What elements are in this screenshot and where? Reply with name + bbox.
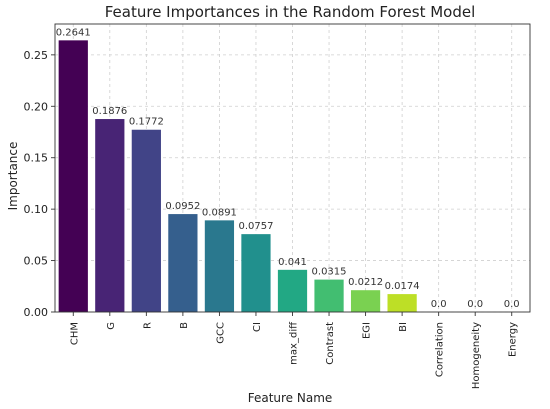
bar xyxy=(95,119,125,312)
x-axis: CHM G R B GCC CI max_diff Contrast EGI BI Correlat… xyxy=(69,312,519,389)
x-tick-label: Contrast xyxy=(325,322,336,365)
x-tick-label: Energy xyxy=(508,322,519,357)
data-label: 0.0212 xyxy=(348,277,383,288)
bars xyxy=(58,40,417,313)
data-label: 0.0891 xyxy=(202,207,237,218)
bar xyxy=(58,40,88,313)
x-tick-label: CI xyxy=(252,322,263,332)
bar xyxy=(277,269,308,312)
data-label: 0.0 xyxy=(431,299,447,310)
plot-frame xyxy=(54,23,531,313)
bar xyxy=(350,290,381,312)
data-label: 0.1876 xyxy=(92,106,127,117)
y-tick-label: 0.20 xyxy=(24,100,49,113)
data-label: 0.0 xyxy=(504,299,520,310)
x-axis-label: Feature Name xyxy=(248,391,333,405)
bar xyxy=(131,129,161,312)
bar xyxy=(314,279,344,312)
x-tick-label: EGI xyxy=(362,322,373,339)
x-tick-label: B xyxy=(179,322,190,329)
bar xyxy=(241,234,271,312)
bar xyxy=(204,220,235,312)
y-tick-label: 0.10 xyxy=(24,203,49,216)
y-tick-label: 0.05 xyxy=(24,255,49,268)
data-label: 0.0174 xyxy=(385,281,420,292)
data-label: 0.1772 xyxy=(129,117,164,128)
data-label: 0.2641 xyxy=(56,27,91,38)
data-label: 0.0952 xyxy=(165,201,200,212)
data-label: 0.0315 xyxy=(312,267,347,278)
x-tick-label: max_diff xyxy=(289,321,300,365)
x-tick-label: CHM xyxy=(69,322,80,345)
chart-title: Feature Importances in the Random Forest… xyxy=(105,3,476,21)
data-label: 0.0757 xyxy=(238,221,273,232)
bar xyxy=(387,294,417,312)
y-tick-label: 0.25 xyxy=(24,49,49,62)
data-label: 0.041 xyxy=(278,257,307,268)
y-tick-label: 0.00 xyxy=(24,306,49,319)
x-tick-label: BI xyxy=(398,322,409,332)
y-axis: 0.00 0.05 0.10 0.15 0.20 0.25 xyxy=(24,49,55,319)
bar xyxy=(168,214,198,312)
y-axis-label: Importance xyxy=(6,142,20,211)
x-tick-label: Correlation xyxy=(435,322,446,377)
grid xyxy=(55,24,530,313)
x-tick-label: GCC xyxy=(215,322,226,344)
data-label: 0.0 xyxy=(467,299,483,310)
x-tick-label: R xyxy=(142,322,153,329)
y-tick-label: 0.15 xyxy=(24,152,49,165)
x-tick-label: G xyxy=(106,322,117,330)
x-tick-label: Homogeneity xyxy=(471,322,482,389)
